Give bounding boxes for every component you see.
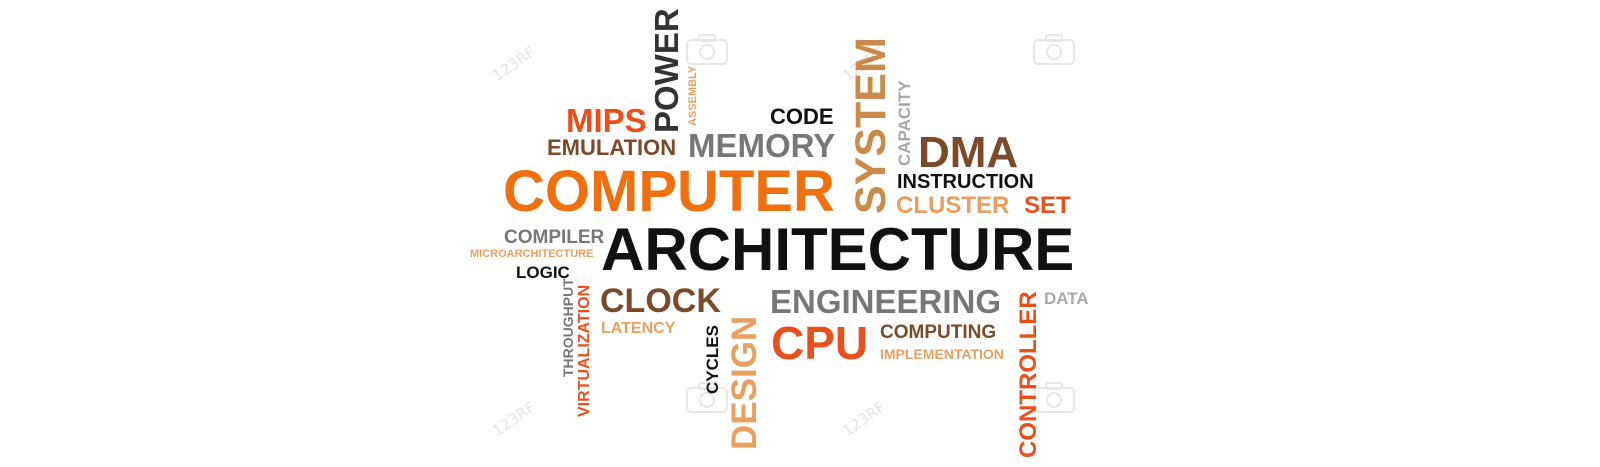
word-design: DESIGN xyxy=(725,315,764,450)
word-latency: LATENCY xyxy=(601,320,676,337)
word-code: CODE xyxy=(770,104,834,129)
word-logic: LOGIC xyxy=(516,263,570,282)
word-computer: COMPUTER xyxy=(503,159,835,224)
word-controller: CONTROLLER xyxy=(1015,291,1042,458)
word-computing: COMPUTING xyxy=(880,322,997,343)
word-throughput: THROUGHPUT xyxy=(560,278,576,377)
camera-watermark-icon xyxy=(1033,34,1075,65)
word-architecture: ARCHITECTURE xyxy=(601,216,1075,283)
word-cpu: CPU xyxy=(771,317,869,369)
watermark-text: 123RF xyxy=(489,397,539,441)
word-set: SET xyxy=(1024,192,1071,219)
watermark-text: 123RF xyxy=(839,397,889,441)
word-instruction: INSTRUCTION xyxy=(897,171,1034,193)
camera-watermark-icon xyxy=(686,382,728,413)
word-virtualization: VIRTUALIZATION xyxy=(576,284,593,417)
word-data: DATA xyxy=(1044,289,1089,308)
word-compiler: COMPILER xyxy=(504,227,605,248)
word-mips: MIPS xyxy=(566,102,647,139)
word-capacity: CAPACITY xyxy=(895,80,914,166)
word-microarchitecture: MICROARCHITECTURE xyxy=(470,248,594,260)
word-dma: DMA xyxy=(918,128,1019,177)
word-clock: CLOCK xyxy=(600,282,721,320)
word-engineering: ENGINEERING xyxy=(770,283,1002,320)
camera-watermark-icon xyxy=(1033,382,1075,413)
word-power: POWER xyxy=(648,8,685,133)
word-assembly: ASSEMBLY xyxy=(687,65,699,126)
word-implementation: IMPLEMENTATION xyxy=(880,346,1004,362)
word-cycles: CYCLES xyxy=(703,325,722,394)
word-memory: MEMORY xyxy=(688,127,836,164)
word-emulation: EMULATION xyxy=(547,135,677,160)
word-system: SYSTEM xyxy=(847,37,895,214)
watermark-text: 123RF xyxy=(489,42,539,86)
camera-watermark-icon xyxy=(686,34,728,65)
word-cluster: CLUSTER xyxy=(896,192,1010,219)
